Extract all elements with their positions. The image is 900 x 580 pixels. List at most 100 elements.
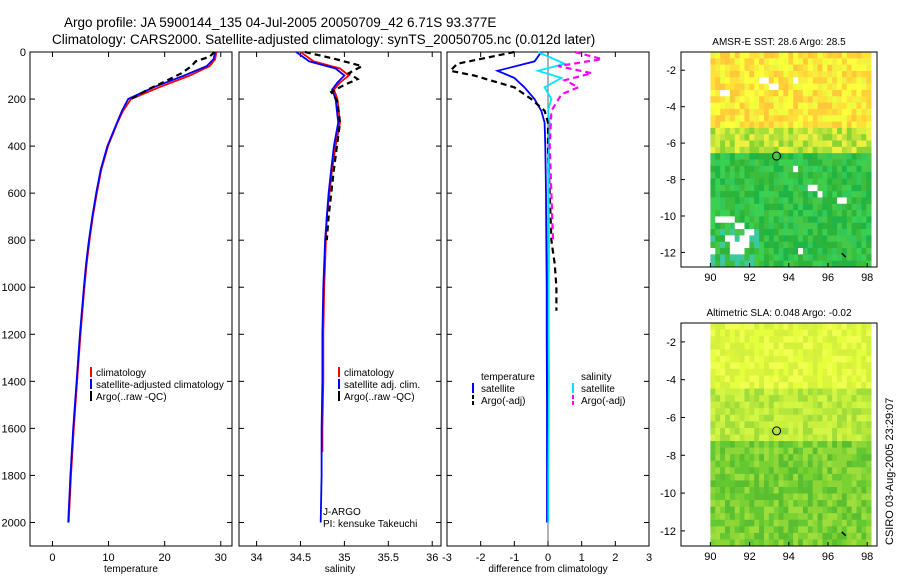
map-cell <box>720 467 726 475</box>
map-cell <box>744 414 750 422</box>
map-cell <box>822 115 828 122</box>
map-cell <box>861 473 867 481</box>
map-cell <box>734 539 741 547</box>
map-cell <box>763 513 770 521</box>
map-cell <box>802 532 809 540</box>
map-cell <box>754 323 760 330</box>
map-cell <box>827 140 833 148</box>
map-cell <box>861 382 867 389</box>
map-cell <box>710 480 716 488</box>
map-cell <box>837 178 843 186</box>
map-cell <box>725 127 731 135</box>
map-cell <box>759 323 765 330</box>
map-cell <box>768 115 775 122</box>
map-cell <box>715 197 721 205</box>
map-cell <box>759 241 765 249</box>
map-cell <box>827 539 833 547</box>
map-cell <box>846 329 853 337</box>
map-cell <box>749 447 755 455</box>
map-border <box>680 51 878 268</box>
map-cell <box>856 178 862 186</box>
map-cell <box>720 89 726 97</box>
map-cell <box>710 127 716 135</box>
map-cell <box>744 336 750 344</box>
map-cell <box>739 216 745 224</box>
map-cell <box>817 96 823 103</box>
map-cell <box>866 401 872 409</box>
map-cell <box>739 526 745 534</box>
map-cell <box>802 368 809 376</box>
map-cell <box>827 254 833 262</box>
map-cell <box>744 102 750 110</box>
map-cell <box>725 52 731 59</box>
series-line <box>67 51 217 523</box>
map-cell <box>739 64 745 72</box>
map-cell <box>841 58 848 66</box>
map-cell <box>807 121 814 129</box>
map-cell <box>715 102 721 110</box>
map-cell <box>798 96 804 103</box>
map-cell <box>720 388 726 396</box>
map-cell <box>754 165 760 173</box>
map-cell <box>754 336 760 344</box>
map-cell <box>720 64 726 72</box>
map-cell <box>734 70 741 78</box>
map-cell <box>768 83 775 91</box>
map-cell <box>763 197 770 205</box>
map-cell <box>807 89 814 97</box>
map-cell <box>817 342 823 350</box>
map-cell <box>715 64 721 72</box>
map-cell <box>861 197 867 205</box>
x-tick-label: 35.5 <box>378 552 399 564</box>
map-cell <box>725 342 731 350</box>
map-cell <box>851 58 857 66</box>
map-cell <box>759 532 765 540</box>
map-cell <box>729 388 736 396</box>
map-cell <box>827 153 833 160</box>
map-cell <box>841 362 848 370</box>
map-cell <box>744 210 750 217</box>
map-cell <box>778 70 784 78</box>
map-cell <box>768 96 775 103</box>
map-cell <box>812 454 818 462</box>
map-cell <box>729 70 736 78</box>
map-cell <box>812 235 818 243</box>
map-cell <box>763 159 770 167</box>
map-cell <box>763 216 770 224</box>
map-cell <box>856 454 862 462</box>
map-cell <box>822 336 828 344</box>
map-cell <box>846 539 853 547</box>
map-cell <box>798 52 804 59</box>
map-cell <box>754 140 760 148</box>
map-cell <box>851 248 857 255</box>
map-cell <box>749 172 755 179</box>
map-cell <box>734 368 741 376</box>
map-cell <box>822 454 828 462</box>
map-cell <box>778 401 784 409</box>
map-cell <box>837 532 843 540</box>
map-cell <box>802 108 809 116</box>
map-cell <box>710 178 716 186</box>
map-cell <box>807 77 814 85</box>
x-tick-label: 10 <box>102 552 114 564</box>
map-cell <box>783 159 789 167</box>
map-cell <box>710 434 716 442</box>
map-cell <box>768 64 775 72</box>
map-cell <box>851 349 857 357</box>
map-cell <box>798 216 804 224</box>
map-cell <box>754 355 760 363</box>
map-cell <box>778 96 784 103</box>
map-cell <box>807 401 814 409</box>
map-cell <box>715 355 721 363</box>
map-cell <box>744 486 750 494</box>
map-cell <box>841 115 848 122</box>
map-cell <box>759 96 765 103</box>
map-cell <box>812 349 818 357</box>
map-cell <box>812 500 818 508</box>
map-cell <box>817 165 823 173</box>
map-cell <box>832 108 838 116</box>
map-cell <box>739 355 745 363</box>
map-cell <box>798 77 804 85</box>
map-cell <box>720 153 726 160</box>
map-cell <box>773 375 779 383</box>
